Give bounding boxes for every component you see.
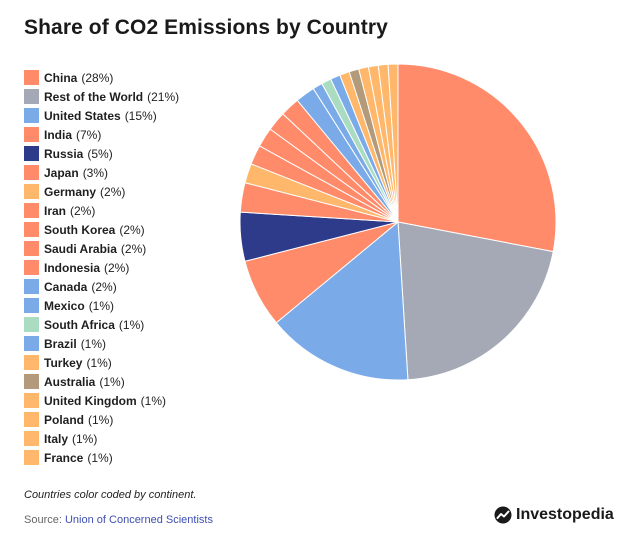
legend-swatch: [24, 241, 39, 256]
legend-label: Canada: [44, 279, 88, 294]
legend-swatch: [24, 431, 39, 446]
legend-percent: (2%): [120, 241, 147, 256]
source-line: Source: Union of Concerned Scientists: [24, 514, 213, 526]
legend-label: India: [44, 127, 73, 142]
source-link[interactable]: Union of Concerned Scientists: [64, 514, 213, 526]
legend-swatch: [24, 146, 39, 161]
legend-item: Brazil (1%): [24, 334, 179, 353]
legend-swatch: [24, 450, 39, 465]
legend: China (28%) Rest of the World (21%) United S…: [24, 68, 179, 467]
legend-swatch: [24, 222, 39, 237]
legend-swatch: [24, 203, 39, 218]
legend-swatch: [24, 127, 39, 142]
legend-item: Saudi Arabia (2%): [24, 239, 179, 258]
legend-label: Saudi Arabia: [44, 241, 117, 256]
legend-label: Germany: [44, 184, 97, 199]
legend-label: Brazil: [44, 336, 77, 351]
legend-label: China: [44, 70, 78, 85]
legend-percent: (21%): [147, 89, 180, 104]
legend-percent: (1%): [86, 355, 112, 370]
legend-percent: (1%): [72, 431, 98, 446]
legend-item: South Korea (2%): [24, 220, 179, 239]
legend-percent: (1%): [80, 336, 107, 351]
legend-percent: (2%): [91, 279, 117, 294]
legend-label: Mexico: [44, 298, 85, 313]
legend-percent: (2%): [70, 203, 96, 218]
legend-item: France (1%): [24, 448, 179, 467]
legend-label: Indonesia: [44, 260, 101, 275]
legend-item: South Africa (1%): [24, 315, 179, 334]
pie-slice-china: [397, 63, 557, 253]
legend-label: France: [44, 450, 84, 465]
legend-item: Indonesia (2%): [24, 258, 179, 277]
legend-percent: (1%): [99, 374, 125, 389]
legend-item: Rest of the World (21%): [24, 87, 179, 106]
legend-item: Germany (2%): [24, 182, 179, 201]
legend-swatch: [24, 355, 39, 370]
legend-label: South Korea: [44, 222, 116, 237]
legend-swatch: [24, 108, 39, 123]
legend-swatch: [24, 279, 39, 294]
legend-item: Canada (2%): [24, 277, 179, 296]
legend-swatch: [24, 412, 39, 427]
legend-swatch: [24, 260, 39, 275]
legend-swatch: [24, 298, 39, 313]
legend-item: Japan (3%): [24, 163, 179, 182]
pie-slice-france: [387, 63, 399, 223]
legend-percent: (5%): [87, 146, 113, 161]
legend-item: Turkey (1%): [24, 353, 179, 372]
legend-percent: (3%): [82, 165, 109, 180]
legend-swatch: [24, 393, 39, 408]
legend-label: United States: [44, 108, 121, 123]
legend-percent: (1%): [87, 450, 113, 465]
legend-item: United Kingdom (1%): [24, 391, 179, 410]
legend-label: Rest of the World: [44, 89, 144, 104]
pie-chart: [239, 63, 557, 381]
legend-label: Japan: [44, 165, 79, 180]
legend-percent: (1%): [88, 412, 114, 427]
legend-item: Mexico (1%): [24, 296, 179, 315]
legend-item: Russia (5%): [24, 144, 179, 163]
legend-swatch: [24, 374, 39, 389]
legend-swatch: [24, 165, 39, 180]
source-prefix: Source:: [24, 514, 62, 526]
legend-label: South Africa: [44, 317, 115, 332]
legend-percent: (1%): [140, 393, 166, 408]
legend-label: Australia: [44, 374, 96, 389]
legend-item: China (28%): [24, 68, 179, 87]
legend-percent: (15%): [124, 108, 157, 123]
legend-swatch: [24, 70, 39, 85]
legend-percent: (1%): [88, 298, 115, 313]
legend-percent: (1%): [118, 317, 145, 332]
legend-swatch: [24, 336, 39, 351]
legend-item: Poland (1%): [24, 410, 179, 429]
legend-label: Russia: [44, 146, 84, 161]
investopedia-logo[interactable]: Investopedia: [494, 506, 614, 524]
legend-item: Italy (1%): [24, 429, 179, 448]
legend-percent: (28%): [81, 70, 114, 85]
legend-label: Turkey: [44, 355, 83, 370]
pie-slice-rest-of-the-world: [397, 221, 554, 381]
legend-percent: (7%): [76, 127, 102, 142]
legend-item: United States (15%): [24, 106, 179, 125]
legend-label: Italy: [44, 431, 69, 446]
legend-label: Poland: [44, 412, 85, 427]
legend-percent: (2%): [119, 222, 145, 237]
legend-label: United Kingdom: [44, 393, 137, 408]
legend-item: Australia (1%): [24, 372, 179, 391]
legend-swatch: [24, 317, 39, 332]
chart-title: Share of CO2 Emissions by Country: [24, 16, 388, 39]
logo-text: Investopedia: [516, 506, 614, 523]
legend-percent: (2%): [100, 184, 126, 199]
legend-label: Iran: [44, 203, 67, 218]
chart-note: Countries color coded by continent.: [24, 489, 197, 501]
legend-item: Iran (2%): [24, 201, 179, 220]
pie-slice-united-states: [275, 220, 409, 381]
legend-item: India (7%): [24, 125, 179, 144]
legend-swatch: [24, 184, 39, 199]
legend-swatch: [24, 89, 39, 104]
investopedia-logo-icon: [494, 506, 512, 524]
legend-percent: (2%): [104, 260, 130, 275]
